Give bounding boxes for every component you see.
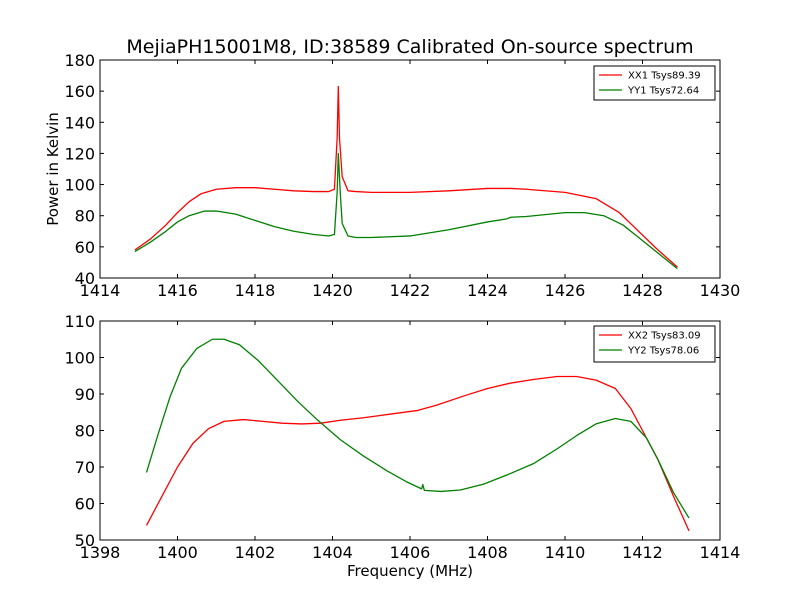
bottom-x-tick-label: 1404 — [312, 543, 353, 562]
bottom-x-tick-label: 1398 — [80, 543, 121, 562]
bottom-y-tick-label: 60 — [75, 495, 95, 514]
top-y-tick-label: 40 — [75, 269, 95, 288]
bottom-plot: 1398 1400 1402 1404 1406 1408 1410 1412 1414 50 60… — [64, 312, 740, 562]
bottom-x-tick-label: 1408 — [467, 543, 508, 562]
bottom-x-tick-label: 1402 — [235, 543, 276, 562]
bottom-x-tick-label: 1412 — [622, 543, 663, 562]
bottom-y-tick-label: 70 — [75, 458, 95, 477]
bottom-y-tick-label: 100 — [64, 349, 95, 368]
top-x-tick-label: 1420 — [312, 281, 353, 300]
bottom-legend-label-2: YY2 Tsys78.06 — [627, 346, 699, 357]
top-y-tick-label: 140 — [64, 113, 95, 132]
top-x-tick-label: 1414 — [80, 281, 121, 300]
chart-title: MejiaPH15001M8, ID:38589 Calibrated On-s… — [126, 36, 693, 58]
bottom-x-tick-label: 1400 — [157, 543, 198, 562]
top-series-line-2 — [134, 152, 678, 270]
top-x-tick-label: 1426 — [545, 281, 586, 300]
top-y-tick-label: 80 — [75, 207, 95, 226]
bottom-legend: XX2 Tsys83.09 YY2 Tsys78.06 — [593, 325, 716, 363]
bottom-y-tick-label: 90 — [75, 385, 95, 404]
top-legend-label-1: XX1 Tsys89.39 — [628, 71, 701, 82]
top-x-tick-label: 1422 — [390, 281, 431, 300]
bottom-y-tick-label: 110 — [64, 312, 95, 331]
top-legend-box — [593, 65, 716, 101]
bottom-x-tick-label: 1414 — [700, 543, 741, 562]
bottom-x-tick-label: 1406 — [390, 543, 431, 562]
bottom-x-tick-label: 1410 — [545, 543, 586, 562]
bottom-y-tick-label: 50 — [75, 531, 95, 550]
top-y-tick-label: 180 — [64, 51, 95, 70]
top-y-axis-label: Power in Kelvin — [44, 112, 62, 226]
top-y-tick-label: 60 — [75, 238, 95, 257]
bottom-series-line-1 — [145, 375, 690, 532]
top-legend: XX1 Tsys89.39 YY1 Tsys72.64 — [593, 65, 716, 101]
top-x-tick-label: 1418 — [235, 281, 276, 300]
bottom-series-line-2 — [145, 338, 690, 519]
bottom-legend-label-1: XX2 Tsys83.09 — [628, 331, 701, 342]
top-y-tick-label: 100 — [64, 176, 95, 195]
top-series-line-1 — [134, 85, 678, 268]
top-legend-label-2: YY1 Tsys72.64 — [627, 86, 699, 97]
top-plot: 1414 1416 1418 1420 1422 1424 1426 1428 1430 40 60… — [64, 51, 740, 300]
top-x-tick-label: 1430 — [700, 281, 741, 300]
top-x-tick-label: 1416 — [157, 281, 198, 300]
bottom-legend-box — [593, 325, 716, 363]
bottom-x-axis-label: Frequency (MHz) — [347, 562, 473, 580]
top-x-tick-label: 1428 — [622, 281, 663, 300]
bottom-y-tick-label: 80 — [75, 422, 95, 441]
top-y-tick-label: 160 — [64, 82, 95, 101]
top-y-tick-label: 120 — [64, 144, 95, 163]
top-x-tick-label: 1424 — [467, 281, 508, 300]
